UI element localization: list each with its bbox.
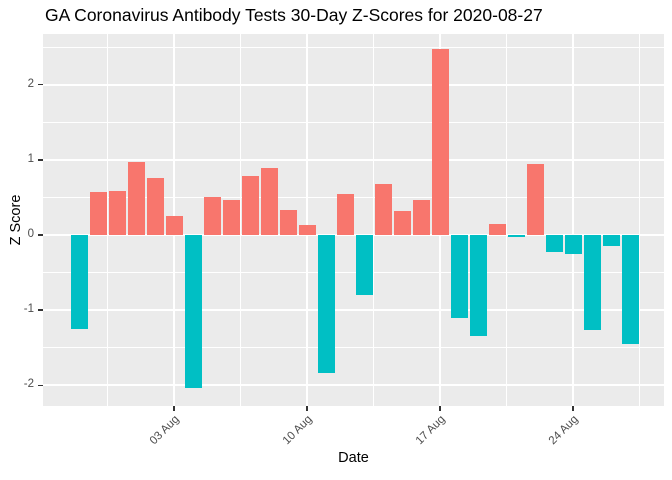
x-axis-tick-label-text: 17 Aug (413, 413, 448, 448)
y-axis-tick (38, 83, 43, 86)
zscore-bar (583, 235, 601, 331)
y-axis-tick-label: -1 (23, 303, 34, 316)
y-axis-tick-label: -2 (23, 378, 34, 391)
minor-gridline-horizontal (43, 196, 664, 198)
x-axis-tick (439, 406, 441, 411)
minor-gridline-horizontal (43, 347, 664, 349)
x-axis-tick-label-text: 10 Aug (280, 413, 315, 448)
x-axis-tick (306, 406, 308, 411)
zscore-bar (621, 235, 639, 344)
y-axis-tick (38, 234, 43, 236)
y-axis-tick (38, 309, 43, 311)
zscore-bar (355, 235, 373, 296)
zscore-bar (89, 192, 107, 236)
zscore-bar (108, 190, 126, 236)
x-axis-tick-label-text: 03 Aug (147, 413, 182, 448)
minor-gridline-vertical (240, 34, 241, 406)
major-gridline-horizontal (43, 384, 664, 387)
zscore-bar (602, 235, 620, 246)
zscore-bar (526, 163, 544, 236)
x-axis-tick (173, 406, 175, 411)
minor-gridline-horizontal (43, 121, 664, 123)
zscore-bar (336, 194, 354, 236)
zscore-bar (412, 200, 430, 236)
zscore-bar (488, 223, 506, 236)
minor-gridline-vertical (107, 34, 108, 406)
zscore-bar (279, 210, 297, 236)
zscore-bar (298, 224, 316, 236)
major-gridline-horizontal (43, 234, 664, 237)
major-gridline-vertical (572, 34, 574, 406)
zscore-bar (184, 235, 202, 389)
zscore-bar (260, 168, 278, 236)
y-axis-tick-label: 2 (27, 77, 34, 90)
zscore-bar (450, 235, 468, 319)
zscore-bar (431, 49, 449, 235)
x-axis-title: Date (338, 450, 369, 466)
major-gridline-horizontal (43, 83, 664, 86)
zscore-bar (564, 235, 582, 254)
minor-gridline-vertical (639, 34, 640, 406)
zscore-bar (222, 200, 240, 236)
zscore-bar (70, 235, 88, 329)
zscore-bar (545, 235, 563, 252)
y-axis-tick-label: 1 (27, 152, 34, 165)
zscore-bar (165, 216, 183, 236)
zscore-bar (393, 210, 411, 236)
zscore-bar (317, 235, 335, 374)
minor-gridline-vertical (506, 34, 507, 406)
zscore-bar (203, 197, 221, 236)
chart-title: GA Coronavirus Antibody Tests 30-Day Z-S… (45, 5, 543, 25)
zscore-bar (241, 175, 259, 236)
x-axis-tick-label-text: 24 Aug (546, 413, 581, 448)
y-axis-tick (38, 384, 43, 387)
minor-gridline-horizontal (43, 272, 664, 274)
minor-gridline-horizontal (43, 46, 664, 48)
zscore-bar (127, 162, 145, 236)
zscore-bar (469, 235, 487, 336)
x-axis-tick (572, 406, 574, 411)
major-gridline-horizontal (43, 158, 664, 161)
zscore-bar (374, 183, 392, 236)
major-gridline-vertical (306, 34, 308, 406)
major-gridline-horizontal (43, 309, 664, 312)
minor-gridline-vertical (373, 34, 374, 406)
plot-panel (43, 34, 664, 406)
y-axis-tick (38, 159, 43, 161)
zscore-bar (146, 177, 164, 236)
y-axis-tick-label: 0 (27, 228, 34, 241)
zscore-bar (507, 235, 525, 238)
